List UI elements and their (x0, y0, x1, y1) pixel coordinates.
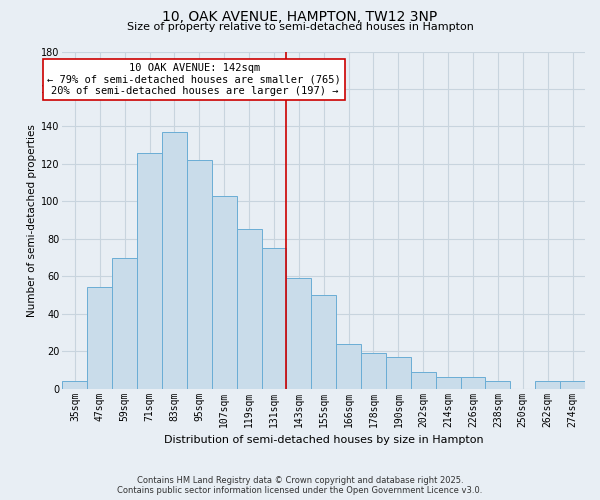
Bar (411, 372, 436, 388)
Bar (62, 381, 88, 388)
X-axis label: Distribution of semi-detached houses by size in Hampton: Distribution of semi-detached houses by … (164, 435, 484, 445)
Bar (112, 258, 137, 388)
Bar (137, 152, 162, 388)
Bar (236, 230, 262, 388)
Text: 10 OAK AVENUE: 142sqm
← 79% of semi-detached houses are smaller (765)
20% of sem: 10 OAK AVENUE: 142sqm ← 79% of semi-deta… (47, 62, 341, 96)
Bar (162, 132, 187, 388)
Text: Contains HM Land Registry data © Crown copyright and database right 2025.
Contai: Contains HM Land Registry data © Crown c… (118, 476, 482, 495)
Bar (361, 353, 386, 388)
Bar (560, 381, 585, 388)
Text: Size of property relative to semi-detached houses in Hampton: Size of property relative to semi-detach… (127, 22, 473, 32)
Bar (336, 344, 361, 388)
Bar (88, 288, 112, 388)
Bar (535, 381, 560, 388)
Bar (386, 357, 411, 388)
Bar (262, 248, 286, 388)
Bar (286, 278, 311, 388)
Bar (311, 295, 336, 388)
Bar (436, 378, 461, 388)
Y-axis label: Number of semi-detached properties: Number of semi-detached properties (27, 124, 37, 316)
Text: 10, OAK AVENUE, HAMPTON, TW12 3NP: 10, OAK AVENUE, HAMPTON, TW12 3NP (163, 10, 437, 24)
Bar (485, 381, 511, 388)
Bar (212, 196, 236, 388)
Bar (461, 378, 485, 388)
Bar (187, 160, 212, 388)
